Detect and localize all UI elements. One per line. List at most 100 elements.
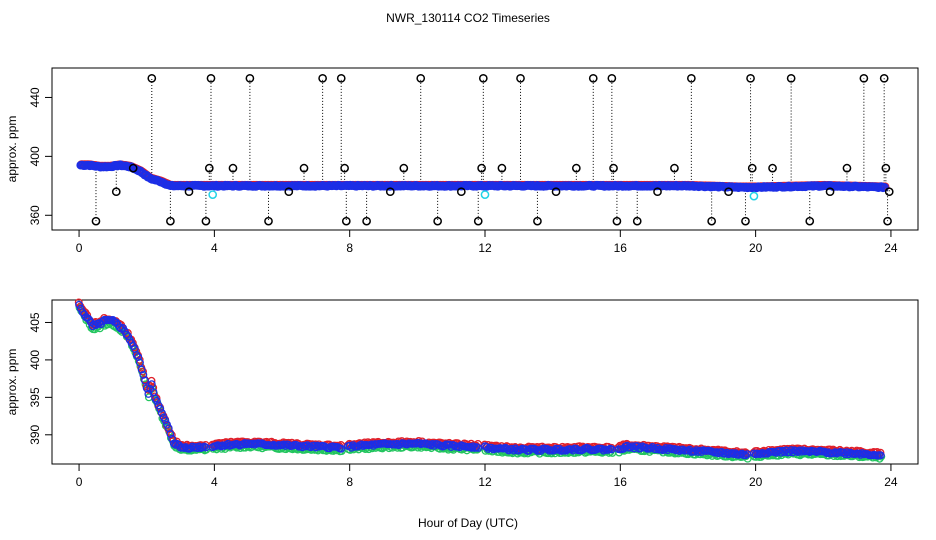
bottom-x-tick-label: 8 [346, 475, 353, 489]
spike-point [478, 73, 488, 83]
top-y-axis-label: approx. ppm [5, 116, 19, 183]
spike-point [670, 163, 679, 173]
spike-point [111, 187, 121, 197]
series-point-blue [156, 404, 165, 413]
bottom-panel: approx. ppm 0 4 8 12 16 20 24 390 395 400 405 Hour… [5, 298, 919, 530]
series-point-blue [166, 430, 175, 439]
series-point-blue [137, 365, 146, 374]
series-point-blue [144, 389, 153, 398]
spike-point [497, 163, 507, 173]
spike-point [746, 73, 755, 83]
spike-point [859, 73, 869, 83]
series-point-blue [132, 351, 141, 360]
series-point-blue [147, 380, 156, 389]
series-point-blue [337, 444, 346, 453]
bottom-y-axis-label: approx. ppm [5, 349, 19, 416]
spike-point [842, 163, 852, 173]
spike-point [741, 216, 750, 226]
spike-point [747, 163, 757, 173]
series-point-blue [157, 409, 166, 418]
spike-point [128, 163, 138, 173]
bottom-y-tick-label: 405 [28, 312, 42, 332]
spike-point [399, 163, 409, 173]
spike-point [786, 73, 796, 83]
top-x-tick-label: 4 [211, 241, 218, 255]
spike-point [91, 216, 101, 226]
spike-point [206, 73, 216, 83]
series-point-blue [469, 442, 478, 451]
spike-point [385, 187, 395, 197]
series-point-red [139, 367, 147, 376]
x-axis-label: Hour of Day (UTC) [418, 516, 518, 530]
bottom-x-tick-label: 20 [749, 475, 763, 489]
spike-point [653, 187, 662, 197]
bottom-x-tick-label: 12 [478, 475, 492, 489]
spike-point [340, 163, 349, 173]
spike-point [551, 187, 561, 197]
spike-point [204, 163, 214, 173]
spike-point [607, 73, 617, 83]
figure-title: NWR_130114 CO2 Timeseries [386, 11, 550, 25]
top-axes: 0 4 8 12 16 20 24 360 400 440 [28, 87, 898, 255]
spike-point [147, 73, 157, 83]
series-point-blue [75, 300, 84, 309]
series-point-blue [876, 451, 885, 460]
spike-point [632, 216, 642, 226]
spike-point [341, 216, 351, 226]
bottom-y-tick-label: 395 [28, 387, 42, 407]
spike-point [245, 73, 255, 83]
bottom-axes: 0 4 8 12 16 20 24 390 395 400 405 [28, 312, 898, 489]
spike-point [184, 187, 194, 197]
series-point-blue [858, 449, 867, 458]
top-panel: approx. ppm 0 4 8 12 16 20 24 360 400 440 [5, 67, 919, 255]
spike-point [825, 187, 835, 197]
top-data [76, 73, 894, 226]
spike-point [228, 163, 238, 173]
top-x-tick-label: 20 [749, 241, 763, 255]
series-point-red [167, 431, 176, 440]
top-y-tick-label: 440 [28, 87, 42, 107]
spike-point [456, 187, 466, 197]
series-point-blue [115, 323, 124, 332]
spike-point [768, 163, 777, 173]
top-x-tick-label: 24 [884, 241, 898, 255]
spike-point [166, 216, 175, 226]
spike-point [881, 163, 891, 173]
series-point-blue [169, 439, 178, 448]
spike-point [201, 216, 211, 226]
spike-point [612, 216, 622, 226]
spike-point [416, 73, 426, 83]
spike-point [879, 73, 889, 83]
top-x-tick-label: 0 [76, 241, 83, 255]
spike-point [318, 73, 327, 83]
spike-point [571, 163, 581, 173]
cyan-point [480, 190, 490, 200]
bottom-y-tick-label: 390 [28, 424, 42, 444]
series-point-blue [780, 448, 789, 457]
bottom-x-tick-label: 4 [211, 475, 218, 489]
bottom-y-tick-label: 400 [28, 350, 42, 370]
top-y-tick-label: 360 [28, 205, 42, 225]
top-plot-frame [51, 67, 919, 231]
series-point-blue [482, 443, 491, 451]
bottom-data [74, 298, 886, 463]
series-point-blue [163, 420, 171, 429]
spike-point [299, 163, 309, 173]
spike-point [883, 216, 892, 226]
spike-point [707, 216, 716, 226]
series-point-blue [787, 446, 796, 455]
top-x-tick-label: 8 [346, 241, 353, 255]
series-point-blue [628, 442, 637, 451]
spike-point [609, 163, 618, 173]
spike-point [473, 216, 483, 226]
cyan-point [208, 190, 218, 200]
spike-point [687, 73, 696, 83]
series-point-blue [161, 416, 170, 425]
bottom-x-tick-label: 0 [76, 475, 83, 489]
spike-point [805, 216, 815, 226]
spike-point [533, 216, 542, 226]
spike-point [724, 187, 733, 197]
spike-point [264, 216, 273, 226]
spike-point [516, 73, 525, 83]
